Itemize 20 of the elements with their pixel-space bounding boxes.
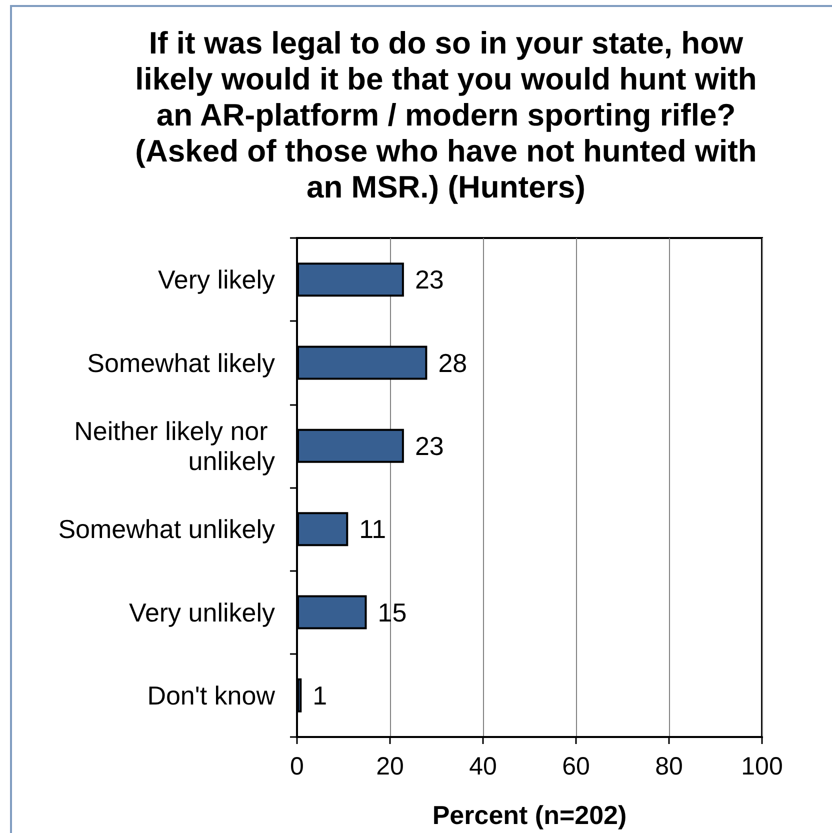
y-tick-label: Somewhat likely — [87, 348, 275, 378]
data-label: 1 — [312, 680, 328, 710]
x-tick-label: 20 — [376, 752, 404, 780]
y-tick-label: Very likely — [158, 264, 275, 295]
x-tick-label: 60 — [562, 752, 590, 780]
data-label: 23 — [414, 430, 444, 461]
x-axis-title: Percent (n=202) — [432, 800, 627, 830]
data-label: 11 — [359, 514, 386, 544]
chart-title: If it was legal to do so in your state, how likely would it be that you would hunt with an AR-platform / modern sporting rifle? (Asked of those who have not hunted with an MSR.) (Hunters) — [135, 26, 757, 204]
data-label: 23 — [414, 264, 444, 295]
data-label: 15 — [378, 597, 407, 628]
data-label: 28 — [438, 348, 468, 378]
x-tick-label: 100 — [741, 752, 783, 780]
x-tick-label: 80 — [655, 752, 683, 780]
y-tick-label: Neither likely nor unlikely — [74, 416, 275, 476]
y-tick-label: Somewhat unlikely — [58, 514, 275, 544]
y-tick-label: Very unlikely — [129, 597, 275, 628]
x-tick-label: 0 — [290, 752, 304, 780]
x-tick-label: 40 — [469, 752, 497, 780]
y-tick-label: Don't know — [147, 680, 276, 710]
